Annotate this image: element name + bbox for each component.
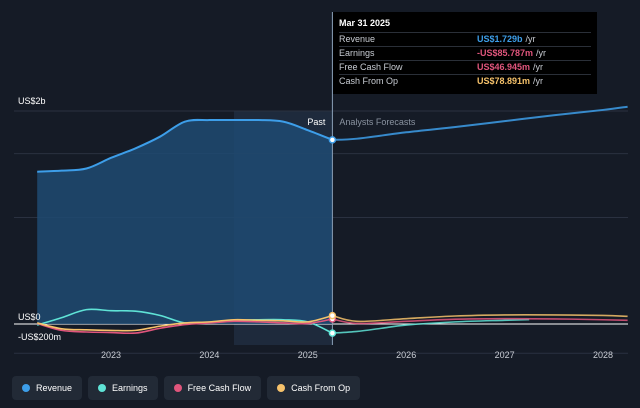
- revenue-area: [37, 119, 333, 324]
- series-lines: [36, 105, 628, 335]
- legend-item-revenue[interactable]: Revenue: [12, 376, 83, 400]
- tooltip-row-fcf: Free Cash Flow US$46.945m /yr: [339, 60, 591, 74]
- tooltip-label: Free Cash Flow: [339, 62, 403, 72]
- tooltip-row-revenue: Revenue US$1.729b /yr: [339, 32, 591, 46]
- legend-label: Cash From Op: [291, 383, 351, 393]
- legend-dot-icon: [98, 384, 107, 392]
- series-areas: [37, 119, 333, 324]
- legend-label: Revenue: [36, 383, 73, 393]
- tooltip-value: US$78.891m: [477, 76, 531, 86]
- forecast-label: Analysts Forecasts: [339, 117, 416, 127]
- tooltip-value: US$1.729b: [477, 34, 523, 44]
- x-tick-label: 2023: [101, 350, 121, 360]
- tooltip-unit: /yr: [525, 34, 536, 44]
- tooltip-unit: /yr: [533, 76, 544, 86]
- tooltip-value: US$46.945m: [477, 62, 531, 72]
- legend-label: Earnings: [112, 383, 148, 393]
- legend-dot-icon: [22, 384, 30, 392]
- tooltip-label: Revenue: [339, 34, 376, 44]
- x-tick-label: 2027: [495, 350, 515, 360]
- legend-dot-icon: [173, 384, 182, 392]
- y-tick-label: US$2b: [18, 96, 46, 106]
- x-tick-label: 2024: [199, 350, 219, 360]
- x-tick-label: 2025: [298, 350, 318, 360]
- tooltip-row-cfo: Cash From Op US$78.891m /yr: [339, 74, 591, 88]
- revenue-marker: [328, 136, 337, 144]
- legend-dot-icon: [277, 384, 286, 392]
- earnings-marker: [328, 329, 337, 337]
- x-tick-label: 2028: [593, 350, 613, 360]
- earnings-forecast-line: [332, 318, 530, 334]
- tooltip-label: Cash From Op: [339, 76, 399, 86]
- y-axis-ticks: US$2b US$0 -US$200m: [18, 96, 61, 342]
- past-label: Past: [307, 117, 326, 127]
- y-tick-label: US$0: [18, 312, 41, 322]
- fcf-past-line: [36, 318, 333, 335]
- tooltip-row-earnings: Earnings -US$85.787m /yr: [339, 46, 591, 60]
- revenue-forecast-line: [332, 105, 628, 141]
- current-markers: [328, 136, 337, 337]
- tooltip-value: -US$85.787m: [477, 48, 534, 58]
- legend-item-earnings[interactable]: Earnings: [88, 376, 158, 400]
- legend-item-cash-from-op[interactable]: Cash From Op: [267, 376, 361, 400]
- tooltip-unit: /yr: [536, 48, 547, 58]
- legend-item-free-cash-flow[interactable]: Free Cash Flow: [163, 376, 262, 400]
- cfo-marker: [328, 311, 337, 320]
- legend: Revenue Earnings Free Cash Flow Cash Fro…: [12, 376, 361, 400]
- revenue-past-line: [37, 118, 333, 173]
- cfo-past-line: [37, 314, 333, 332]
- tooltip-panel: Mar 31 2025 Revenue US$1.729b /yr Earnin…: [333, 12, 597, 94]
- fcf-forecast-line: [332, 317, 628, 325]
- x-axis-ticks: 2023 2024 2025 2026 2027 2028: [101, 350, 613, 360]
- cfo-forecast-line: [332, 314, 628, 323]
- tooltip-date: Mar 31 2025: [339, 18, 391, 28]
- tooltip-label: Earnings: [339, 48, 375, 58]
- legend-label: Free Cash Flow: [187, 383, 252, 393]
- x-tick-label: 2026: [396, 350, 416, 360]
- tooltip-unit: /yr: [533, 62, 544, 72]
- y-tick-label: -US$200m: [18, 332, 61, 342]
